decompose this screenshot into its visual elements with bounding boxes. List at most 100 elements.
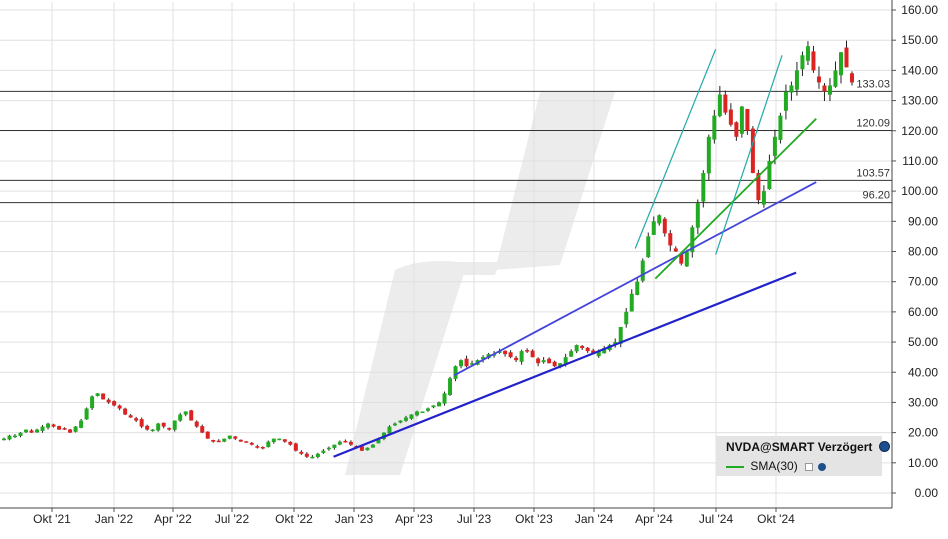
trendline: [333, 271, 797, 458]
x-tick-label: Jul '24: [699, 512, 734, 526]
candle-down: [508, 352, 513, 358]
candle-down: [249, 442, 254, 445]
candle-up: [183, 411, 188, 415]
candle-up: [326, 447, 331, 450]
y-tick-label: 110.00: [902, 154, 938, 168]
level-label: 103.57: [856, 167, 890, 179]
axes: 160.00 150.00 140.00 130.00 120.00 110.00 100.…: [0, 0, 938, 526]
candle-up: [24, 429, 29, 433]
candle-up: [90, 396, 95, 409]
y-tick-label: 20.00: [908, 426, 938, 440]
x-tick-label: Okt '21: [33, 512, 71, 526]
candle-up: [613, 342, 618, 345]
y-tick-label: 90.00: [908, 214, 938, 228]
x-tick-label: Apr '24: [635, 512, 673, 526]
candle-up: [310, 456, 315, 459]
y-tick-label: 80.00: [908, 245, 938, 259]
candle-up: [79, 420, 84, 428]
candle-down: [189, 410, 194, 421]
candle-up: [706, 136, 711, 174]
candle-up: [838, 52, 843, 76]
candle-up: [227, 435, 232, 439]
candle-down: [167, 428, 172, 430]
candle-down: [525, 350, 530, 352]
candle-down: [200, 426, 205, 433]
candle-down: [343, 440, 348, 443]
candle-up: [150, 429, 155, 432]
candle-up: [337, 441, 342, 445]
x-tick-label: Jan '23: [335, 512, 374, 526]
candle-up: [717, 94, 722, 117]
candle-down: [161, 422, 166, 427]
watermark-logo: [345, 92, 615, 475]
candle-down: [822, 85, 827, 92]
candle-down: [816, 76, 821, 83]
candle-up: [772, 136, 777, 156]
trendline: [453, 181, 817, 377]
candle-up: [437, 402, 442, 407]
candle-up: [387, 426, 392, 434]
candle-up: [315, 453, 320, 458]
candle-up: [398, 420, 403, 423]
trendline: [715, 55, 783, 255]
candle-down: [547, 358, 552, 364]
y-tick-label: 60.00: [908, 305, 938, 319]
candle-up: [618, 326, 623, 344]
candle-up: [18, 432, 23, 436]
candle-up: [739, 106, 744, 134]
candle-down: [299, 451, 304, 454]
candle-down: [580, 345, 585, 349]
candle-up: [712, 115, 717, 140]
candle-up: [657, 215, 662, 224]
candle-down: [734, 122, 739, 137]
candle-up: [519, 351, 524, 362]
x-tick-label: Apr '22: [154, 512, 192, 526]
candle-down: [673, 248, 678, 252]
candle-up: [827, 85, 832, 95]
y-tick-label: 100.00: [901, 184, 938, 198]
candle-up: [624, 311, 629, 325]
candle-down: [62, 428, 67, 430]
candlestick-series: [2, 40, 854, 459]
candle-down: [514, 357, 519, 361]
visibility-checkbox[interactable]: [805, 462, 814, 471]
candle-down: [464, 358, 469, 367]
legend-instrument: NVDA@SMART Verzögert: [726, 440, 873, 454]
candle-up: [453, 366, 458, 379]
sma-settings-icon[interactable]: [818, 462, 827, 471]
candle-down: [811, 51, 816, 71]
candle-down: [101, 393, 106, 400]
candle-up: [376, 438, 381, 444]
candle-down: [662, 218, 667, 234]
candle-up: [266, 441, 271, 448]
sma-line-swatch: [726, 465, 744, 468]
y-tick-label: 160.00: [901, 3, 938, 17]
candle-down: [211, 439, 216, 442]
candle-down: [745, 108, 750, 131]
candle-down: [244, 441, 249, 443]
trendline: [654, 118, 817, 280]
candle-up: [800, 55, 805, 70]
candle-down: [585, 347, 590, 352]
x-tick-label: Okt '24: [757, 512, 795, 526]
candle-up: [414, 411, 419, 416]
candle-up: [365, 447, 370, 451]
settings-icon[interactable]: [878, 441, 890, 452]
candle-down: [57, 426, 62, 430]
candle-down: [844, 47, 849, 68]
candle-up: [569, 351, 574, 357]
candle-up: [321, 450, 326, 453]
candle-down: [679, 253, 684, 264]
candle-up: [629, 293, 634, 312]
candle-down: [728, 109, 733, 125]
candle-up: [761, 191, 766, 205]
candle-up: [574, 345, 579, 352]
candle-down: [123, 408, 128, 415]
candle-up: [277, 438, 282, 441]
candle-down: [51, 424, 56, 427]
candle-up: [431, 405, 436, 408]
x-tick-label: Jul '22: [215, 512, 250, 526]
trendline: [634, 49, 717, 249]
candle-down: [850, 73, 854, 83]
